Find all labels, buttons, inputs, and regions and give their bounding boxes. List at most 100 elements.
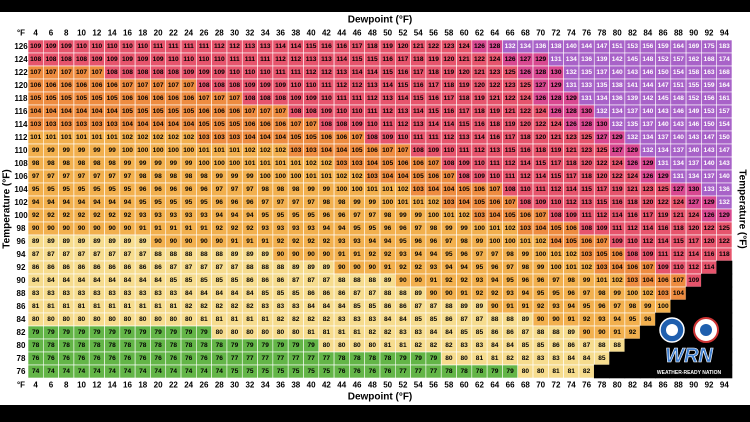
cell-value: 103 <box>290 147 301 154</box>
column-header: 62 <box>475 29 484 38</box>
cell-value: 103 <box>627 277 638 284</box>
cell-value: 94 <box>231 212 239 219</box>
cell-value: 117 <box>444 95 455 102</box>
cell-value: 113 <box>489 147 500 154</box>
cell-value: 86 <box>32 264 40 271</box>
cell <box>609 364 626 379</box>
cell-value: 101 <box>76 134 87 141</box>
column-header: 94 <box>720 29 729 38</box>
cell-value: 122 <box>704 225 715 232</box>
cell-value: 144 <box>642 82 653 89</box>
cell-value: 77 <box>415 368 423 375</box>
cell-value: 105 <box>474 199 485 206</box>
cell-value: 93 <box>170 212 178 219</box>
cell-value: 84 <box>47 277 55 284</box>
cell-value: 81 <box>63 303 71 310</box>
cell-value: 124 <box>459 43 470 50</box>
cell-value: 105 <box>306 134 317 141</box>
cell-value: 146 <box>688 121 699 128</box>
cell-value: 94 <box>93 199 101 206</box>
row-header: 122 <box>14 68 28 77</box>
cell-value: 114 <box>428 121 439 128</box>
cell-value: 75 <box>323 368 331 375</box>
cell-value: 84 <box>109 277 117 284</box>
cell-value: 98 <box>47 160 55 167</box>
column-header: 94 <box>720 381 729 390</box>
cell-value: 88 <box>491 316 499 323</box>
cell-value: 89 <box>384 277 392 284</box>
cell-value: 78 <box>353 355 361 362</box>
cell-value: 122 <box>520 108 531 115</box>
cell-value: 91 <box>353 251 361 258</box>
cell-value: 89 <box>93 238 101 245</box>
cell-value: 94 <box>415 251 423 258</box>
cell-value: 147 <box>596 43 607 50</box>
cell-value: 85 <box>216 277 224 284</box>
cell-value: 98 <box>430 225 438 232</box>
cell-value: 102 <box>275 147 286 154</box>
cell-value: 83 <box>537 355 545 362</box>
cell-value: 92 <box>369 251 377 258</box>
cell-value: 119 <box>658 212 669 219</box>
cell-value: 102 <box>428 199 439 206</box>
cell-value: 104 <box>428 186 439 193</box>
column-header: 34 <box>261 381 270 390</box>
cell-value: 103 <box>76 121 87 128</box>
corner-label: °F <box>17 29 25 38</box>
cell-value: 109 <box>306 95 317 102</box>
cell-value: 86 <box>78 264 86 271</box>
column-header: 52 <box>399 29 408 38</box>
cell-value: 117 <box>413 69 424 76</box>
cell-value: 106 <box>520 212 531 219</box>
cell-value: 128 <box>489 43 500 50</box>
cell-value: 96 <box>522 277 530 284</box>
cell-value: 75 <box>277 368 285 375</box>
cell-value: 108 <box>336 121 347 128</box>
cell-value: 114 <box>566 186 577 193</box>
cell-value: 104 <box>673 290 684 297</box>
cell-value: 100 <box>214 160 225 167</box>
cell-value: 102 <box>244 147 255 154</box>
cell-value: 105 <box>459 186 470 193</box>
cell-value: 89 <box>292 264 300 271</box>
cell-value: 110 <box>306 82 317 89</box>
cell-value: 81 <box>323 329 331 336</box>
cell-value: 81 <box>353 329 361 336</box>
cell-value: 81 <box>384 342 392 349</box>
cell-value: 147 <box>658 82 669 89</box>
cell-value: 77 <box>323 355 331 362</box>
cell-value: 77 <box>307 355 315 362</box>
cell-value: 137 <box>596 69 607 76</box>
cell-value: 110 <box>367 121 378 128</box>
cell-value: 78 <box>445 368 453 375</box>
cell-value: 80 <box>124 316 132 323</box>
cell-value: 86 <box>124 264 132 271</box>
cell-value: 128 <box>566 108 577 115</box>
cell-value: 105 <box>91 95 102 102</box>
cell-value: 114 <box>413 108 424 115</box>
cell-value: 90 <box>63 225 71 232</box>
cell-value: 112 <box>382 108 393 115</box>
cell-value: 92 <box>32 212 40 219</box>
cell-value: 75 <box>307 368 315 375</box>
cell-value: 106 <box>658 277 669 284</box>
cell-value: 107 <box>137 82 148 89</box>
cell-value: 97 <box>583 290 591 297</box>
cell-value: 79 <box>109 329 117 336</box>
cell-value: 101 <box>30 134 41 141</box>
cell-value: 99 <box>583 277 591 284</box>
cell-value: 104 <box>30 108 41 115</box>
column-header: 42 <box>322 29 331 38</box>
cell-value: 81 <box>124 303 132 310</box>
cell-value: 82 <box>200 303 208 310</box>
cell-value: 106 <box>489 199 500 206</box>
cell-value: 94 <box>430 251 438 258</box>
cell-value: 124 <box>520 95 531 102</box>
cell-value: 131 <box>550 56 561 63</box>
column-header: 16 <box>123 381 132 390</box>
cell-value: 92 <box>292 238 300 245</box>
cell-value: 82 <box>307 316 315 323</box>
cell-value: 100 <box>183 147 194 154</box>
cell-value: 111 <box>321 82 332 89</box>
cell-value: 105 <box>198 121 209 128</box>
